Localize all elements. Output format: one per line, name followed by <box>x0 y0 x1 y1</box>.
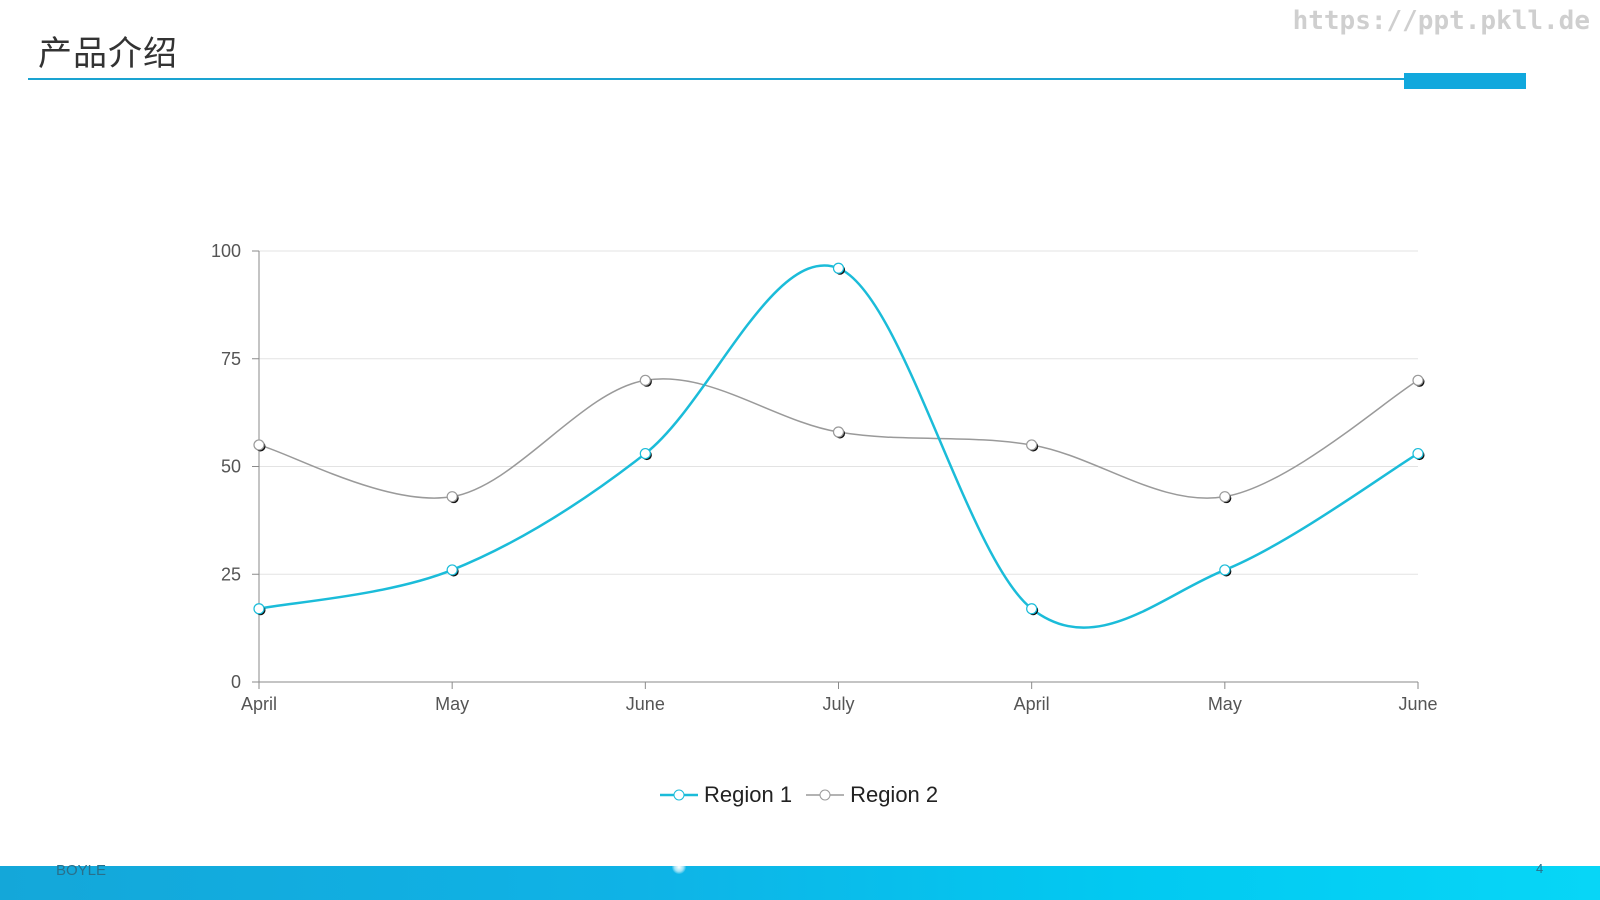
x-tick-label: June <box>1398 694 1437 714</box>
legend-item-region-2: Region 2 <box>806 782 938 808</box>
x-tick-label: April <box>1014 694 1050 714</box>
x-tick-label: May <box>1208 694 1242 714</box>
watermark-url: https://ppt.pkll.de <box>1292 6 1590 36</box>
x-tick-label: May <box>435 694 469 714</box>
title-underline <box>28 78 1408 80</box>
data-point-region-1 <box>1412 447 1424 460</box>
data-point-region-2 <box>1219 491 1231 503</box>
legend-swatch-region-1 <box>660 789 698 801</box>
data-point-region-2 <box>253 439 265 451</box>
data-point-region-1 <box>1219 564 1231 576</box>
title-accent-bar <box>1404 73 1526 89</box>
data-point-region-1 <box>253 603 265 615</box>
chart-tick-labels: 0 25 50 75 100 April May June July April May June <box>211 241 1438 714</box>
x-tick-label: April <box>241 694 277 714</box>
data-point-region-1 <box>446 564 458 576</box>
y-tick-label: 75 <box>221 349 241 369</box>
data-point-region-2 <box>832 426 845 438</box>
data-point-region-2 <box>1412 374 1424 386</box>
x-tick-label: June <box>626 694 665 714</box>
y-tick-label: 50 <box>221 457 241 477</box>
chart-series <box>253 262 1425 629</box>
legend-item-region-1: Region 1 <box>660 782 792 808</box>
footer-band <box>0 866 1600 900</box>
series-line-region-2 <box>258 378 1419 499</box>
data-point-region-1 <box>639 447 651 460</box>
y-tick-label: 25 <box>221 564 241 584</box>
chart-grid <box>259 250 1418 575</box>
page-number: 4 <box>1536 861 1544 876</box>
chart-axes <box>252 250 1419 689</box>
footer-glow <box>672 860 686 874</box>
data-point-region-2 <box>446 491 458 503</box>
data-point-region-1 <box>1026 603 1038 615</box>
y-tick-label: 100 <box>211 241 241 261</box>
data-point-region-2 <box>1026 439 1038 451</box>
series-line-region-1 <box>258 264 1419 629</box>
y-tick-label: 0 <box>231 672 241 692</box>
legend-label: Region 1 <box>704 782 793 807</box>
x-tick-label: July <box>822 694 854 714</box>
legend-label: Region 2 <box>850 782 939 807</box>
data-point-region-1 <box>832 262 845 274</box>
footer-label: BOYLE <box>56 862 107 879</box>
data-point-region-2 <box>639 374 651 386</box>
chart-legend: Region 1 Region 2 <box>660 782 952 808</box>
legend-swatch-region-2 <box>806 789 845 801</box>
page-title: 产品介绍 <box>38 34 178 74</box>
